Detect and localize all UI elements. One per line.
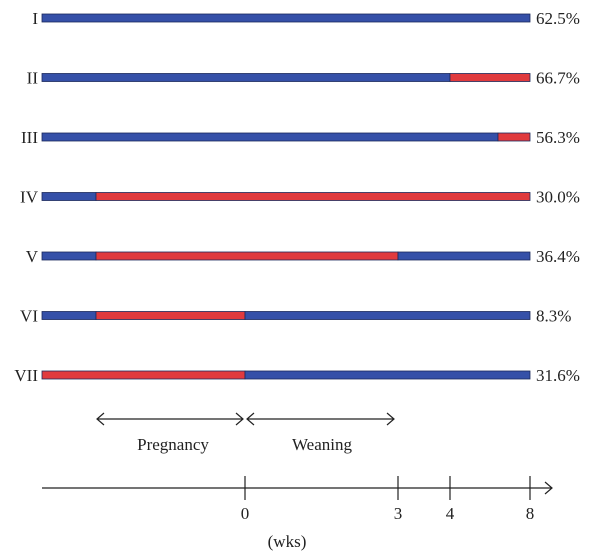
time-axis: 0 3 4 8 (wks) [42, 476, 553, 551]
period-annotations: Pregnancy Weaning [96, 412, 395, 454]
blue-segment [41, 192, 97, 201]
tick-label: 0 [241, 504, 250, 523]
blue-segment [244, 311, 531, 320]
axis-arrow-head [544, 481, 553, 495]
axis-unit-label: (wks) [268, 532, 307, 551]
row-vii: VII 31.6% [14, 366, 580, 385]
weaning-arrow-left-head [246, 412, 255, 426]
row-percent: 36.4% [536, 247, 580, 266]
blue-segment [397, 251, 531, 261]
blue-segment [41, 311, 97, 320]
pregnancy-label: Pregnancy [137, 435, 209, 454]
row-label: V [26, 247, 39, 266]
row-label: IV [20, 188, 39, 207]
row-label: III [21, 128, 38, 147]
row-ii: II 66.7% [27, 69, 580, 88]
red-segment [41, 370, 246, 380]
blue-segment [41, 73, 451, 82]
row-percent: 30.0% [536, 188, 580, 207]
treatment-rows: I 62.5% II 66.7% III 56.3% IV 30.0% V 36.4% VI 8.3%… [14, 9, 580, 385]
row-iii: III 56.3% [21, 128, 580, 147]
row-iv: IV 30.0% [20, 188, 580, 207]
row-percent: 66.7% [536, 69, 580, 88]
row-i: I 62.5% [32, 9, 580, 28]
pregnancy-arrow-right-head [235, 412, 244, 426]
row-label: VII [14, 366, 38, 385]
row-label: II [27, 69, 39, 88]
red-segment [95, 251, 399, 261]
tick-label: 3 [394, 504, 403, 523]
row-percent: 56.3% [536, 128, 580, 147]
row-v: V 36.4% [26, 247, 580, 266]
row-vi: VI 8.3% [20, 307, 571, 326]
tick-label: 8 [526, 504, 535, 523]
red-segment [95, 192, 531, 201]
red-segment [95, 311, 246, 320]
pregnancy-arrow-left-head [96, 412, 105, 426]
blue-segment [244, 370, 531, 380]
weaning-arrow-right-head [386, 412, 395, 426]
axis-ticks: 0 3 4 8 [241, 476, 535, 523]
blue-segment [41, 13, 531, 23]
row-label: I [32, 9, 38, 28]
tick-label: 4 [446, 504, 455, 523]
row-percent: 8.3% [536, 307, 571, 326]
red-segment [449, 73, 531, 82]
red-segment [497, 132, 531, 142]
row-percent: 62.5% [536, 9, 580, 28]
weaning-label: Weaning [292, 435, 352, 454]
row-percent: 31.6% [536, 366, 580, 385]
row-label: VI [20, 307, 38, 326]
blue-segment [41, 132, 499, 142]
blue-segment [41, 251, 97, 261]
